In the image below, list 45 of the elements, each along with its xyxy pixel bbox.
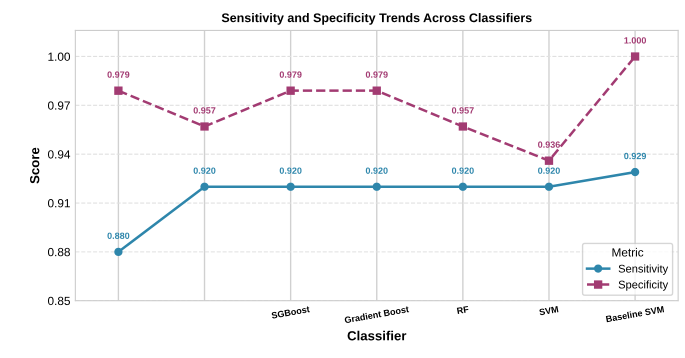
y-tick-label: 0.85 [48, 296, 70, 306]
point [286, 86, 295, 95]
data-label: 0.920 [280, 167, 302, 174]
legend-label: Specificity [618, 280, 668, 291]
legend-title: Metric [612, 248, 644, 257]
y-tick-label: 0.91 [48, 199, 70, 208]
point [200, 122, 209, 131]
point [114, 248, 123, 256]
y-axis-title: Score [30, 148, 40, 184]
chart-title: Sensitivity and Specificity Trends Across Classifiers [222, 13, 532, 25]
point [286, 182, 295, 191]
data-label: 0.979 [107, 71, 130, 78]
data-label: 0.979 [366, 71, 388, 78]
point [372, 182, 381, 191]
data-label: 0.920 [366, 167, 388, 174]
data-label: 0.936 [538, 141, 560, 148]
x-tick-label: Baseline SVM [606, 306, 664, 322]
y-tick-label: 0.94 [48, 150, 70, 159]
x-tick-label: SVM [538, 306, 558, 316]
y-tick-label: 1.00 [48, 52, 70, 61]
x-tick-label: SGBoost [271, 306, 310, 319]
point [372, 86, 381, 95]
y-tick-label: 0.88 [48, 248, 70, 256]
point [200, 182, 209, 191]
data-label: 0.920 [538, 167, 560, 174]
data-label: 0.920 [194, 167, 216, 174]
data-label: 0.979 [280, 71, 302, 78]
x-tick-label: Gradient Boost [344, 306, 410, 324]
data-label: 0.957 [452, 107, 474, 114]
legend-label: Sensitivity [618, 264, 668, 275]
x-axis-title: Classifier [348, 330, 406, 340]
data-label: 0.920 [452, 167, 474, 174]
data-label: 0.957 [194, 107, 216, 114]
point [458, 182, 468, 191]
data-label: 0.880 [107, 232, 130, 239]
point [544, 182, 554, 191]
point [458, 122, 468, 131]
data-label: 1.000 [624, 37, 646, 44]
point [630, 52, 640, 61]
point [630, 168, 640, 176]
data-label: 0.929 [624, 152, 646, 160]
x-tick-label: RF [456, 306, 469, 314]
point [114, 86, 123, 95]
y-tick-label: 0.97 [48, 101, 70, 110]
point [544, 156, 554, 165]
